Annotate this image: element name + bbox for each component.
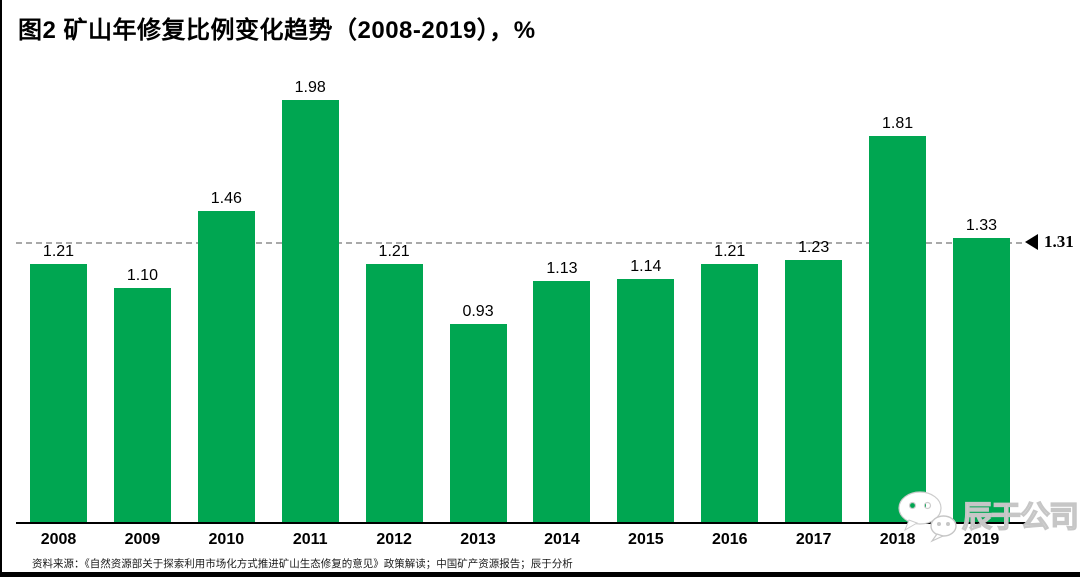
bar-value-label: 1.21 — [42, 243, 75, 260]
bar — [617, 279, 675, 522]
x-axis-label: 2019 — [963, 531, 1000, 548]
bar-value-label: 1.14 — [630, 258, 662, 275]
x-axis-label: 2015 — [628, 531, 664, 548]
x-axis-label: 2008 — [40, 531, 77, 548]
reference-line — [16, 241, 1022, 244]
x-axis-line — [16, 522, 1026, 524]
bar-group: 1.21 — [701, 243, 759, 522]
bar-value-label: 1.98 — [294, 79, 326, 96]
bar — [701, 264, 759, 522]
reference-value: 1.31 — [1044, 231, 1074, 251]
bar — [449, 324, 507, 522]
bar — [952, 238, 1010, 522]
x-axis-label: 2010 — [208, 531, 245, 548]
bar-group: 0.93 — [449, 303, 507, 522]
bar-value-label: 1.10 — [126, 267, 158, 284]
bar-group: 1.81 — [869, 115, 927, 522]
bottom-border — [2, 572, 1080, 577]
bar — [785, 260, 843, 522]
bar-chart: 1.31 1.21 1.10 1.46 1.98 1.21 0.93 1.13 1.14 1.2… — [16, 79, 1074, 549]
bar-value-label: 0.93 — [462, 303, 494, 320]
bar-group: 1.21 — [365, 243, 423, 522]
bar-value-label: 1.13 — [546, 260, 578, 277]
bar-value-label: 1.21 — [378, 243, 410, 260]
watermark-text: 辰于公司 — [961, 500, 1079, 534]
bar-group: 1.14 — [617, 258, 675, 522]
bar-group: 1.21 — [30, 243, 87, 522]
bar-group: 1.10 — [113, 267, 171, 522]
bar-group: 1.33 — [952, 217, 1010, 522]
bar-group: 1.23 — [785, 239, 843, 522]
x-axis-label: 2009 — [124, 531, 161, 548]
bar — [113, 288, 171, 522]
plot-area: 1.31 1.21 1.10 1.46 1.98 1.21 0.93 1.13 1.14 1.2… — [16, 79, 1074, 524]
bar — [197, 211, 255, 522]
chart-title: 图2 矿山年修复比例变化趋势（2008-2019），% — [18, 17, 536, 44]
bar-group: 1.98 — [281, 79, 339, 522]
bar — [281, 100, 339, 522]
x-axis-label: 2014 — [544, 531, 580, 548]
source-note: 资料来源：《自然资源部关于探索利用市场化方式推进矿山生态修复的意见》政策解读；中… — [32, 558, 573, 570]
wechat-icon — [898, 491, 957, 543]
x-axis-label: 2013 — [460, 531, 496, 548]
x-axis-label: 2011 — [292, 531, 328, 548]
bar-value-label: 1.21 — [714, 243, 746, 260]
bar-group: 1.13 — [533, 260, 591, 522]
x-axis-label: 2012 — [376, 531, 412, 548]
x-axis-label: 2018 — [879, 531, 916, 548]
bar — [869, 136, 927, 522]
bar — [365, 264, 423, 522]
x-axis-label: 2017 — [795, 531, 832, 548]
bar — [533, 281, 591, 522]
bar-value-label: 1.23 — [798, 239, 830, 256]
bar-value-label: 1.81 — [881, 115, 914, 132]
left-triangle-icon — [1025, 233, 1038, 250]
bar-group: 1.46 — [197, 190, 255, 522]
bar-value-label: 1.46 — [210, 190, 242, 207]
bar — [30, 264, 87, 522]
watermark: 辰于公司 — [896, 490, 1080, 544]
bar-value-label: 1.33 — [965, 217, 998, 234]
x-axis-label: 2016 — [711, 531, 748, 548]
x-axis-labels: 2008 2009 2010 2011 2012 2013 2014 2015 2016 2017… — [30, 531, 1010, 549]
reference-annotation: 1.31 — [1025, 232, 1074, 252]
